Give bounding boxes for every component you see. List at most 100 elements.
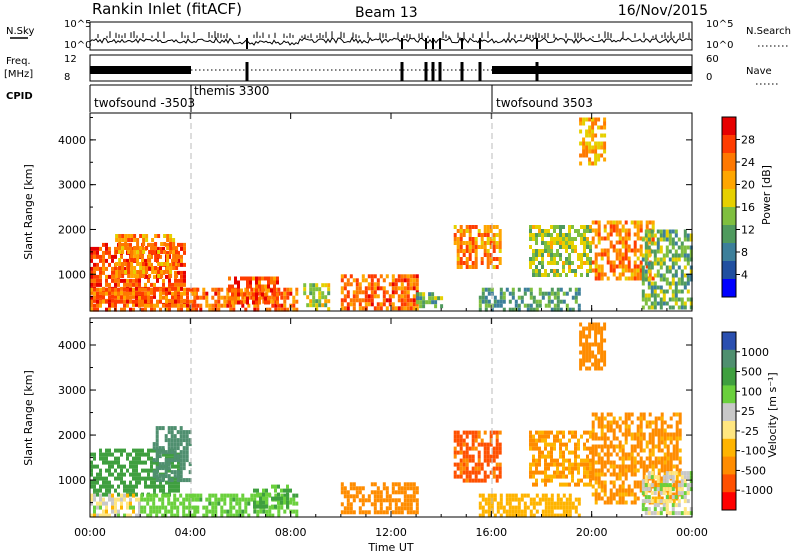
power-ylabel: Slant Range [km] [22, 164, 35, 260]
data-cell [127, 234, 131, 238]
data-cell [135, 278, 138, 283]
data-cell [532, 497, 536, 502]
data-cell [139, 246, 143, 250]
data-cell [188, 505, 192, 510]
data-cell [93, 298, 96, 303]
data-cell [370, 282, 374, 287]
data-cell [173, 497, 177, 502]
data-cell [130, 254, 134, 258]
data-cell [585, 326, 589, 331]
data-cell [214, 303, 218, 308]
data-cell [397, 294, 401, 299]
data-cell [583, 237, 586, 241]
data-cell [671, 297, 675, 302]
data-cell [666, 460, 670, 465]
data-cell [176, 446, 180, 451]
data-cell [571, 295, 575, 300]
data-cell [346, 294, 350, 299]
data-cell [541, 237, 544, 241]
data-cell [624, 456, 628, 461]
data-cell [120, 464, 123, 469]
data-cell [471, 434, 475, 439]
cpid-segment-2: themis 3300 [194, 84, 269, 98]
data-cell [556, 497, 560, 502]
data-cell [280, 307, 284, 312]
data-cell [456, 249, 460, 253]
data-cell [295, 493, 299, 498]
data-cell [292, 497, 296, 502]
data-cell [568, 513, 572, 518]
data-cell [624, 492, 628, 497]
data-cell [615, 472, 619, 477]
data-cell [240, 292, 243, 297]
data-cell [553, 269, 556, 273]
data-cell [382, 498, 386, 503]
data-cell [633, 224, 637, 229]
data-cell [663, 420, 667, 425]
data-cell [577, 470, 580, 475]
data-cell [689, 297, 693, 302]
data-cell [179, 430, 183, 435]
data-cell [615, 220, 619, 225]
data-cell [249, 284, 252, 289]
data-cell [541, 430, 544, 435]
data-cell [168, 282, 171, 287]
data-cell [115, 250, 119, 254]
data-cell [492, 257, 496, 261]
data-cell [665, 301, 669, 306]
data-cell [571, 307, 575, 312]
data-cell [167, 462, 171, 467]
data-cell [327, 287, 331, 292]
data-cell [654, 484, 658, 489]
data-cell [668, 229, 672, 234]
data-cell [271, 291, 275, 296]
data-cell [361, 486, 365, 491]
data-cell [376, 510, 380, 515]
data-cell [406, 494, 410, 499]
data-cell [689, 471, 693, 476]
data-cell [600, 448, 604, 453]
data-cell [624, 432, 628, 437]
data-cell [683, 301, 687, 306]
data-cell [559, 241, 562, 245]
data-cell [143, 505, 147, 510]
data-cell [653, 233, 657, 238]
data-cell [502, 509, 506, 514]
data-cell [600, 326, 604, 331]
data-cell [495, 257, 499, 261]
data-cell [586, 245, 589, 249]
data-cell [535, 509, 539, 514]
data-cell [588, 161, 592, 166]
data-cell [656, 503, 660, 508]
data-cell [565, 233, 568, 237]
data-cell [99, 258, 102, 263]
data-cell [597, 366, 601, 371]
data-cell [562, 434, 565, 439]
data-cell [246, 288, 249, 293]
data-cell [283, 303, 287, 308]
data-cell [562, 225, 565, 229]
data-cell [163, 250, 167, 254]
data-cell [142, 266, 146, 270]
data-cell [553, 295, 557, 300]
data-cell [180, 258, 183, 263]
data-cell [633, 240, 637, 245]
data-cell [422, 300, 426, 305]
data-cell [544, 446, 547, 451]
data-cell [483, 450, 487, 455]
data-cell [600, 276, 604, 281]
data-cell [265, 513, 269, 518]
data-cell [683, 305, 687, 310]
data-cell [153, 488, 156, 493]
data-cell [196, 505, 200, 510]
data-cell [654, 432, 658, 437]
data-cell [409, 482, 413, 487]
data-cell [373, 490, 377, 495]
data-cell [674, 257, 678, 262]
data-cell [621, 496, 625, 501]
data-cell [624, 424, 628, 429]
data-cell [495, 466, 499, 471]
data-cell [505, 509, 509, 514]
data-cell [174, 484, 177, 489]
data-cell [671, 487, 675, 492]
